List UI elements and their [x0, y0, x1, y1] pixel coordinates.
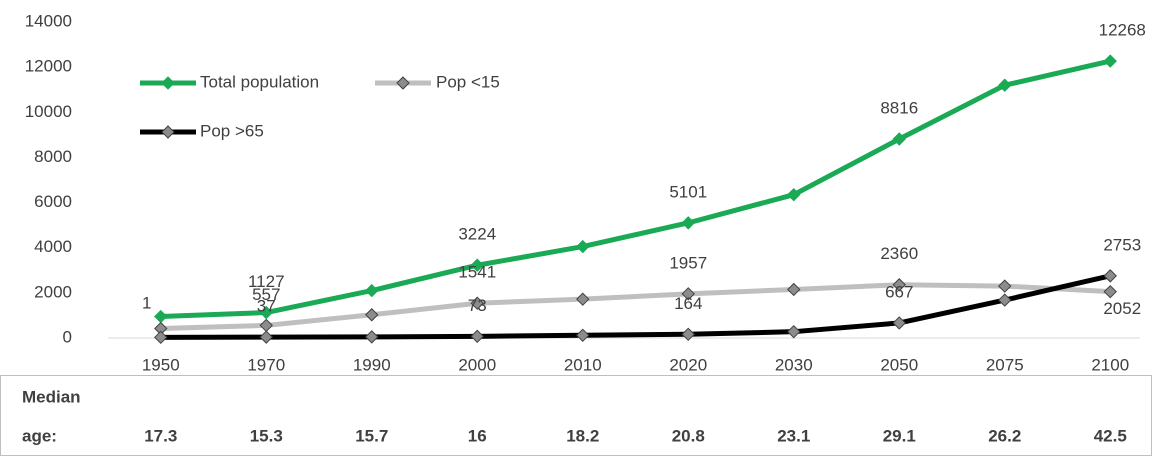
- data-label: 12268: [1099, 21, 1146, 40]
- y-tick-label: 0: [63, 327, 72, 346]
- y-tick-label: 8000: [34, 147, 72, 166]
- y-tick-label: 10000: [25, 102, 72, 121]
- legend-marker: [161, 76, 175, 90]
- x-tick-label: 2100: [1091, 355, 1129, 374]
- y-tick-label: 2000: [34, 282, 72, 301]
- marker: [998, 279, 1012, 293]
- series-line: [160, 58, 1111, 320]
- data-label: 73: [468, 296, 487, 315]
- marker: [998, 78, 1012, 92]
- marker: [998, 293, 1012, 307]
- marker: [154, 309, 168, 324]
- marker: [1103, 269, 1117, 283]
- x-tick-label: 2020: [669, 355, 707, 374]
- y-tick-label: 12000: [25, 57, 72, 76]
- marker: [892, 316, 906, 330]
- marker: [470, 296, 484, 310]
- x-tick-label: 2030: [775, 355, 813, 374]
- legend-marker: [396, 76, 410, 90]
- legend-label: Total population: [200, 72, 319, 91]
- legend-label: Pop >65: [200, 121, 264, 140]
- series-line: [160, 282, 1111, 332]
- data-label: 3224: [458, 225, 496, 244]
- marker: [154, 330, 168, 345]
- legend-marker: [161, 125, 175, 139]
- marker: [576, 292, 590, 306]
- marker: [681, 216, 695, 230]
- marker: [576, 328, 590, 342]
- data-label: 37: [257, 297, 276, 316]
- median-age: 20.8: [672, 426, 705, 445]
- x-tick-label: 2075: [986, 355, 1024, 374]
- data-label: 8816: [880, 98, 918, 117]
- data-label: 1957: [669, 253, 707, 272]
- data-label: 1127: [248, 272, 285, 291]
- median-age: 23.1: [777, 426, 810, 445]
- marker: [1103, 54, 1117, 68]
- x-tick-label: 1970: [247, 355, 285, 374]
- median-age: 16: [468, 426, 487, 445]
- data-label: 557: [252, 285, 280, 304]
- y-tick-label: 4000: [34, 237, 72, 256]
- marker: [259, 330, 273, 344]
- marker: [365, 330, 379, 344]
- marker: [259, 318, 273, 333]
- x-tick-label: 2010: [564, 355, 602, 374]
- table-label: age:: [22, 426, 57, 445]
- median-age: 17.3: [144, 426, 177, 445]
- x-tick-label: 2050: [880, 355, 918, 374]
- marker: [259, 305, 273, 320]
- median-age: 18.2: [566, 426, 599, 445]
- marker: [681, 287, 695, 301]
- data-label: 667: [885, 282, 913, 301]
- marker: [365, 283, 379, 298]
- x-tick-label: 1950: [142, 355, 180, 374]
- series-line: [160, 273, 1111, 340]
- marker: [892, 278, 906, 292]
- median-age: 15.3: [250, 426, 283, 445]
- data-label: 2052: [1103, 299, 1141, 318]
- y-tick-label: 14000: [25, 11, 72, 30]
- data-label: 1541: [458, 263, 496, 282]
- data-label: 2753: [1103, 235, 1141, 254]
- legend-label: Pop <15: [436, 72, 500, 91]
- annotation: 1: [142, 293, 151, 312]
- marker: [365, 308, 379, 322]
- data-label: 5101: [669, 182, 707, 201]
- median-age: 42.5: [1094, 426, 1127, 445]
- marker: [470, 329, 484, 344]
- median-age: 29.1: [883, 426, 916, 445]
- marker: [470, 258, 484, 272]
- y-tick-label: 6000: [34, 192, 72, 211]
- marker: [1103, 284, 1117, 299]
- x-tick-label: 2000: [458, 355, 496, 374]
- marker: [787, 324, 801, 339]
- data-label: 164: [674, 294, 702, 313]
- median-age: 15.7: [355, 426, 388, 445]
- marker: [787, 187, 801, 202]
- marker: [576, 239, 590, 254]
- median-age: 26.2: [988, 426, 1021, 445]
- marker: [681, 327, 695, 342]
- x-tick-label: 1990: [353, 355, 391, 374]
- data-label: 2360: [880, 244, 918, 263]
- marker: [892, 132, 906, 146]
- table-label: Median: [22, 387, 81, 406]
- marker: [787, 282, 801, 297]
